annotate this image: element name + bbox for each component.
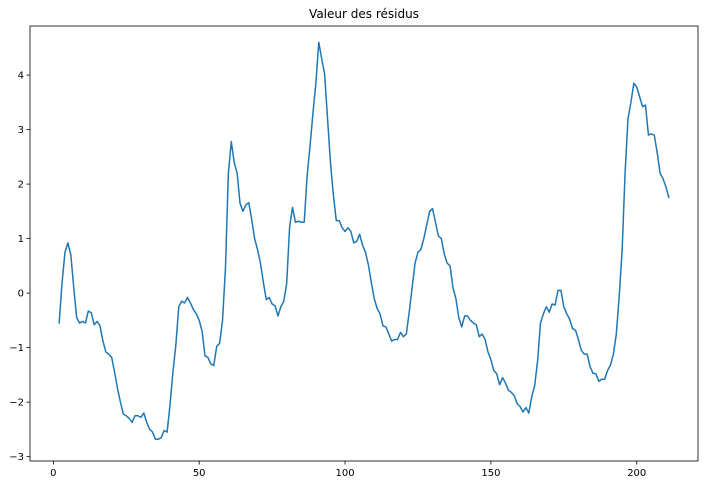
plot-series — [58, 41, 670, 440]
axis-ticks: 0 50 100 150 200 −3 −2 −1 0 1 2 3 4 — [9, 71, 646, 479]
y-tick-label: 4 — [18, 71, 24, 82]
y-tick-label: 2 — [18, 180, 24, 191]
x-tick-label: 200 — [627, 468, 646, 479]
y-tick-label: 1 — [18, 234, 24, 245]
chart-title: Valeur des résidus — [309, 7, 419, 21]
y-tick-label: −2 — [9, 398, 24, 409]
series-line — [58, 41, 670, 440]
x-tick-label: 150 — [481, 468, 500, 479]
y-tick-label: 0 — [18, 289, 24, 300]
y-tick-label: −1 — [9, 343, 24, 354]
x-tick-label: 100 — [335, 468, 354, 479]
x-tick-label: 0 — [50, 468, 56, 479]
axes-frame — [29, 25, 699, 462]
y-tick-label: 3 — [18, 125, 24, 136]
y-tick-label: −3 — [9, 452, 24, 463]
x-tick-label: 50 — [193, 468, 206, 479]
